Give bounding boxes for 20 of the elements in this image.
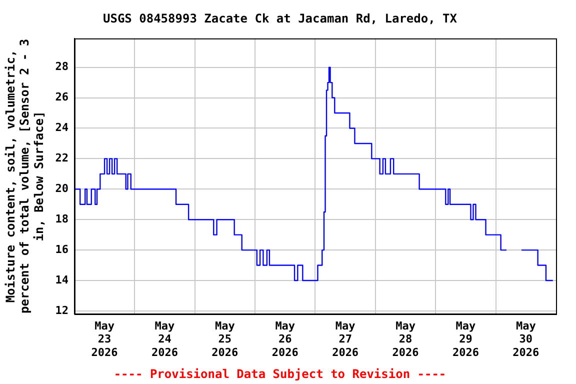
x-tick-label: May 24 2026 xyxy=(151,319,178,359)
x-tick-label: May 27 2026 xyxy=(332,319,359,359)
x-tick-label: May 28 2026 xyxy=(392,319,420,359)
y-tick-label: 22 xyxy=(55,152,68,165)
x-tick-label: May 30 2026 xyxy=(512,319,540,359)
x-tick-label: May 26 2026 xyxy=(272,319,299,359)
x-tick-label: May 23 2026 xyxy=(91,319,118,359)
y-tick-label: 20 xyxy=(55,182,68,195)
chart-title: USGS 08458993 Zacate Ck at Jacaman Rd, Laredo, TX xyxy=(102,11,458,26)
y-tick-label: 12 xyxy=(55,304,68,317)
y-tick-label: 28 xyxy=(55,60,68,74)
text: ---- Provisional Data Subject to Revision ---- xyxy=(114,366,446,381)
x-tick-label: May 29 2026 xyxy=(452,319,480,359)
y-tick-label: 24 xyxy=(55,121,69,134)
y-tick-label: 16 xyxy=(55,242,69,256)
y-tick-label: 18 xyxy=(55,212,68,226)
y-tick-label: 14 xyxy=(55,273,69,286)
x-tick-label: May 25 2026 xyxy=(212,319,239,359)
y-tick-label: 26 xyxy=(55,90,69,104)
y-axis-title: Moisture content, soil, volumetric, percent of total volume, [Sensor 2 - 3 in, Below Surface] xyxy=(3,38,46,314)
